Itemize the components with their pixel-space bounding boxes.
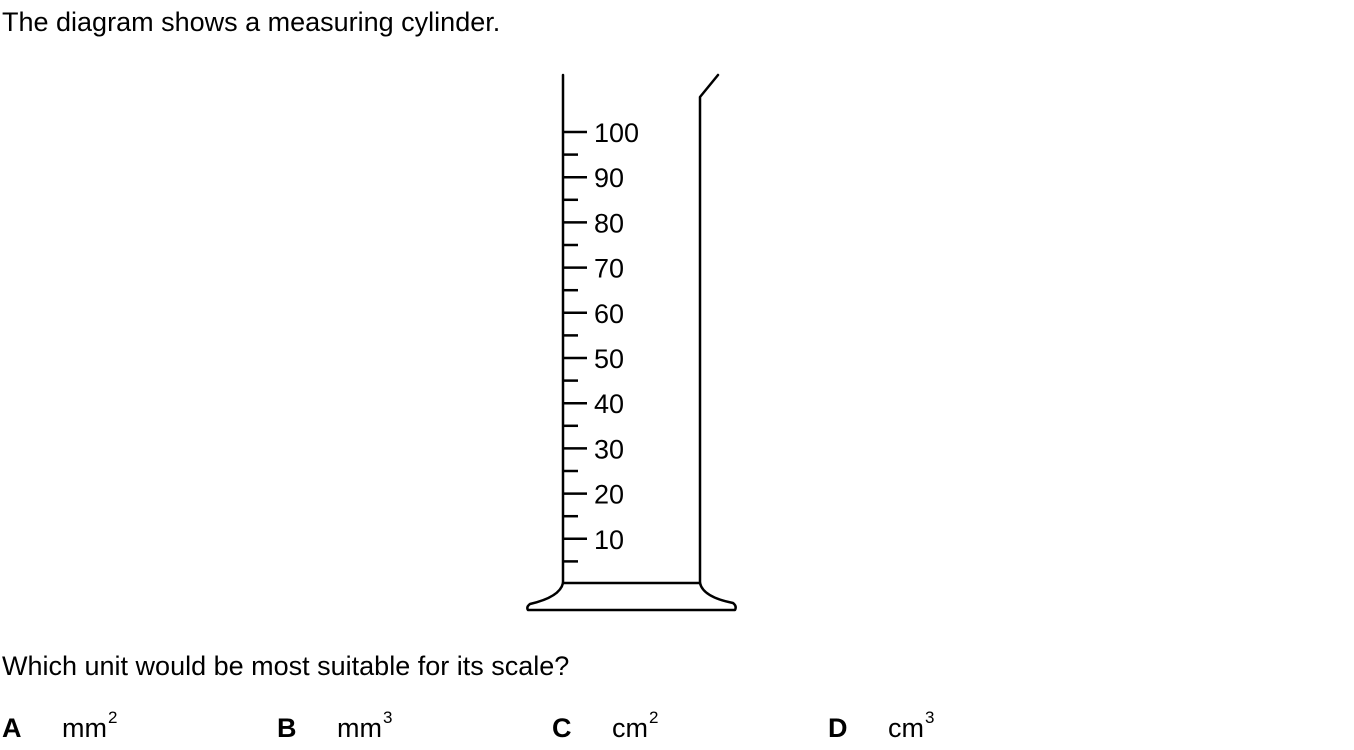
cylinder-right-wall-spout: [698, 73, 720, 585]
cylinder-foot: [526, 581, 737, 612]
unit-base: mm: [337, 713, 382, 743]
scale-labels: 100 90 80 70 60 50 40 30 20 10: [594, 118, 639, 555]
scale-label: 90: [594, 163, 624, 193]
scale-label: 100: [594, 118, 639, 148]
scale-label: 40: [594, 389, 624, 419]
unit-base: mm: [62, 713, 107, 743]
option-letter: A: [2, 713, 22, 743]
scale-label: 10: [594, 525, 624, 555]
scale-label: 70: [594, 254, 624, 284]
scale-label: 60: [594, 299, 624, 329]
scale-label: 20: [594, 480, 624, 510]
unit-power: 2: [649, 708, 659, 727]
option-letter: B: [277, 713, 297, 743]
scale-label: 80: [594, 208, 624, 238]
cylinder-outline: [526, 73, 737, 612]
unit-power: 3: [925, 708, 935, 727]
question-text: Which unit would be most suitable for it…: [2, 651, 570, 681]
scale-label: 30: [594, 434, 624, 464]
option-letter: D: [828, 713, 848, 743]
option-unit: mm2: [62, 708, 117, 750]
option-letter: C: [552, 713, 572, 743]
unit-base: cm: [888, 713, 924, 743]
option-unit: cm3: [888, 708, 934, 750]
scale-label: 50: [594, 344, 624, 374]
intro-text: The diagram shows a measuring cylinder.: [2, 7, 501, 37]
unit-power: 3: [382, 708, 393, 727]
option-unit: cm2: [612, 708, 658, 750]
unit-base: cm: [612, 713, 648, 743]
unit-power: 2: [107, 708, 118, 727]
option-unit: mm3: [337, 708, 392, 750]
measuring-cylinder-diagram: 100 90 80 70 60 50 40 30 20 10: [526, 73, 737, 612]
scale-ticks: [564, 130, 587, 563]
